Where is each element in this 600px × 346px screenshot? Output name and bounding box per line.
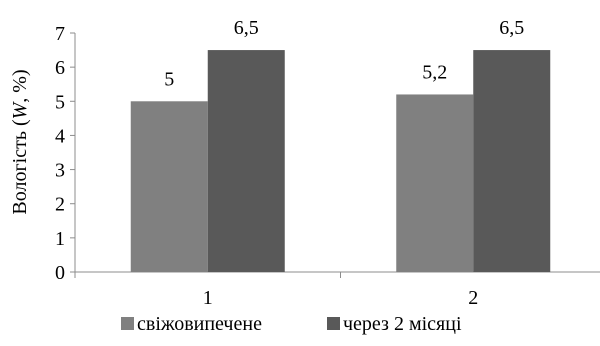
x-tick-label: 1 <box>203 287 213 309</box>
plot-area: 0 1 2 3 4 5 6 7 5 6,5 1 5,2 6,5 2 <box>55 17 600 309</box>
data-label: 6,5 <box>499 17 524 39</box>
x-tick-label: 2 <box>468 287 478 309</box>
y-tick-label: 3 <box>55 160 65 182</box>
bar <box>473 50 551 273</box>
y-tick-label: 1 <box>55 228 65 250</box>
bar <box>396 94 474 272</box>
data-label: 6,5 <box>234 17 259 39</box>
legend-swatch <box>121 317 134 330</box>
y-tick-label: 6 <box>55 57 65 79</box>
y-tick-label: 0 <box>55 262 65 284</box>
y-tick-label: 2 <box>55 194 65 216</box>
bar <box>130 101 208 273</box>
legend: свіжовипечене через 2 місяці <box>121 313 462 335</box>
y-tick-label: 7 <box>55 23 65 45</box>
y-axis-title: Вологість (W, %) <box>9 69 31 214</box>
legend-swatch <box>327 317 340 330</box>
data-label: 5,2 <box>422 61 447 83</box>
legend-label: через 2 місяці <box>343 313 462 335</box>
y-tick-label: 4 <box>55 125 65 147</box>
legend-label: свіжовипечене <box>137 313 262 335</box>
data-label: 5 <box>164 68 174 90</box>
bar <box>207 50 285 273</box>
y-tick-label: 5 <box>55 91 65 113</box>
